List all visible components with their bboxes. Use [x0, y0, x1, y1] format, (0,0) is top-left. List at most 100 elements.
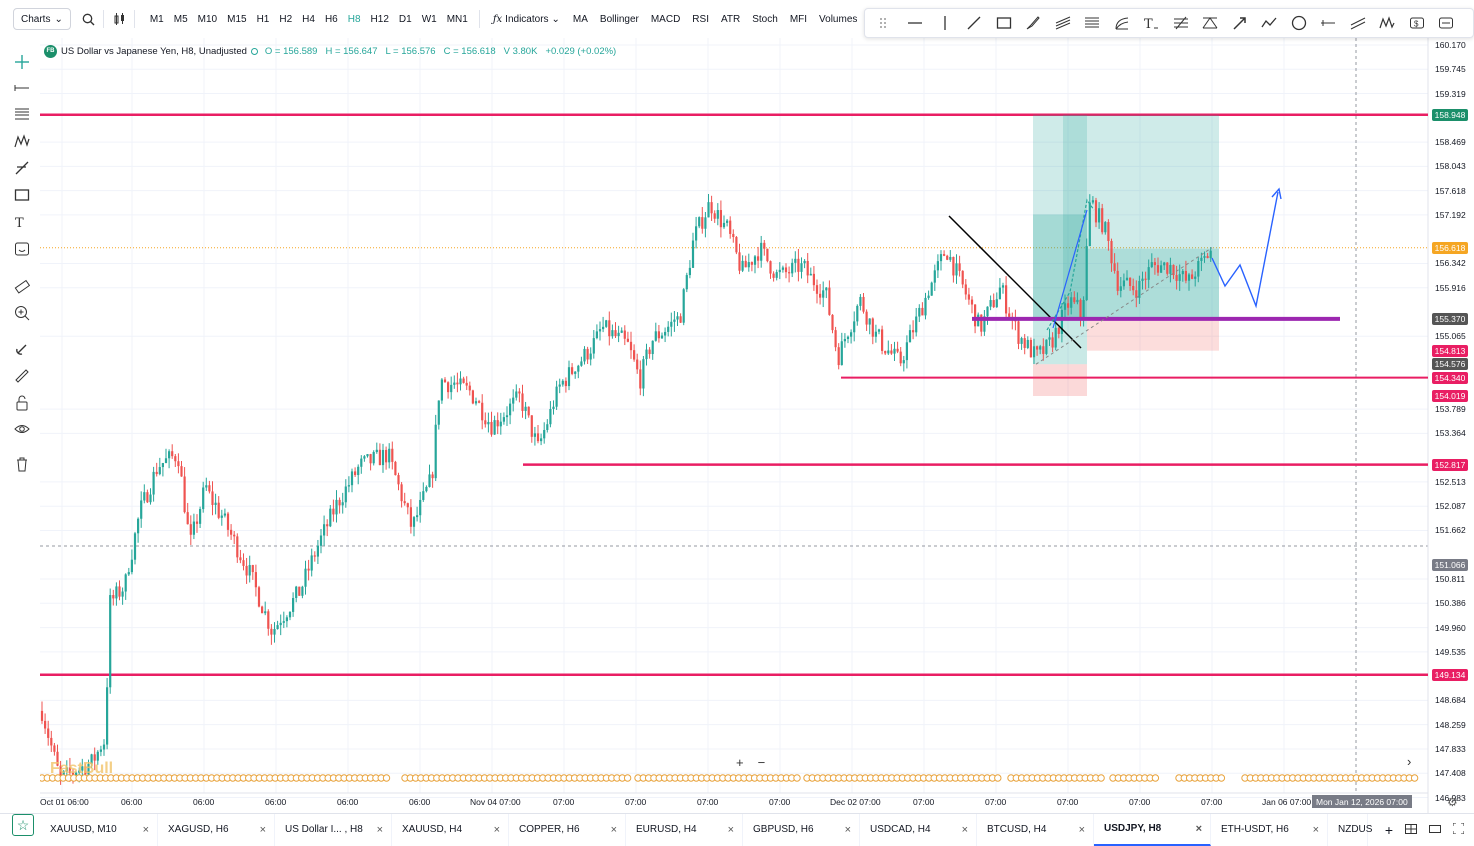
chart-tab[interactable]: XAGUSD, H6 ×	[158, 813, 275, 846]
close-tab-icon[interactable]: ×	[844, 823, 851, 836]
close-tab-icon[interactable]: ×	[727, 823, 734, 836]
fib-retracement-icon[interactable]	[12, 104, 32, 124]
timeframe-mn1[interactable]: MN1	[446, 13, 468, 25]
price-label-icon[interactable]: $	[1402, 9, 1432, 37]
split-view-icon[interactable]	[1405, 821, 1417, 839]
long-position-target-zone[interactable]	[1033, 114, 1219, 319]
rectangle-icon[interactable]	[12, 185, 32, 205]
emoji-icon[interactable]	[12, 239, 32, 259]
chart-tab[interactable]: USDJPY, H8 ×	[1094, 813, 1211, 846]
trash-icon[interactable]	[12, 454, 32, 474]
timeframe-m1[interactable]: M1	[149, 13, 164, 25]
economic-event-marker[interactable]	[1097, 774, 1105, 782]
trend-line-icon[interactable]	[960, 9, 990, 37]
ray-icon[interactable]	[1314, 9, 1344, 37]
ruler-icon[interactable]	[12, 277, 32, 297]
timeframe-h2[interactable]: H2	[279, 13, 293, 25]
timeframe-w1[interactable]: W1	[421, 13, 437, 25]
indicator-volumes[interactable]: Volumes	[819, 13, 858, 25]
close-tab-icon[interactable]: ×	[1195, 822, 1202, 835]
timeframe-h12[interactable]: H12	[370, 13, 389, 25]
text-icon[interactable]: T	[1137, 9, 1167, 37]
chart-tab[interactable]: EURUSD, H4 ×	[626, 813, 743, 846]
date-range-icon[interactable]	[1432, 9, 1462, 37]
zoom-in-button[interactable]: +	[736, 755, 744, 770]
indicator-bollinger[interactable]: Bollinger	[599, 13, 639, 25]
fib-fan-icon[interactable]	[1107, 9, 1137, 37]
indicator-stoch[interactable]: Stoch	[752, 13, 778, 25]
lock-icon[interactable]	[12, 393, 32, 413]
horizontal-ray-icon[interactable]	[12, 78, 32, 98]
indicator-mfi[interactable]: MFI	[789, 13, 808, 25]
close-tab-icon[interactable]: ×	[1078, 823, 1085, 836]
close-tab-icon[interactable]: ×	[259, 823, 266, 836]
economic-event-marker[interactable]	[1217, 774, 1226, 782]
indicator-ma[interactable]: MA	[572, 13, 588, 25]
scroll-right-button[interactable]: ›	[1407, 754, 1412, 769]
close-tab-icon[interactable]: ×	[961, 823, 968, 836]
chart-tab[interactable]: BTCUSD, H4 ×	[977, 813, 1094, 846]
parallel-lines-icon[interactable]	[1343, 9, 1373, 37]
path-icon[interactable]	[1255, 9, 1285, 37]
timeframe-m10[interactable]: M10	[197, 13, 218, 25]
close-tab-icon[interactable]: ×	[610, 823, 617, 836]
indicator-rsi[interactable]: RSI	[692, 13, 709, 25]
vertical-line-icon[interactable]	[930, 9, 960, 37]
chart-tab[interactable]: XAUUSD, H4 ×	[392, 813, 509, 846]
chart-tab[interactable]: COPPER, H6 ×	[509, 813, 626, 846]
close-tab-icon[interactable]: ×	[493, 823, 500, 836]
grip-icon[interactable]	[871, 9, 901, 37]
economic-event-marker[interactable]	[1151, 774, 1160, 782]
trend-line[interactable]	[948, 215, 1082, 349]
window-icon[interactable]	[1429, 821, 1441, 839]
chart-tab[interactable]: XAUUSD, M10 ×	[40, 813, 158, 846]
timeframe-m5[interactable]: M5	[173, 13, 188, 25]
lock-drawing-icon[interactable]	[12, 365, 32, 385]
chart-canvas[interactable]	[0, 0, 1474, 813]
chart-tab[interactable]: NZDUS	[1328, 813, 1372, 846]
rectangle-icon[interactable]	[989, 9, 1019, 37]
indicator-macd[interactable]: MACD	[650, 13, 681, 25]
timeframe-h1[interactable]: H1	[256, 13, 270, 25]
charts-menu-button[interactable]: Charts ⌄	[13, 8, 71, 30]
chart-tab[interactable]: US Dollar I... , H8 ×	[275, 813, 392, 846]
economic-event-marker[interactable]	[793, 774, 801, 782]
fib-icon[interactable]	[1078, 9, 1108, 37]
short-position-stop-zone[interactable]	[1033, 364, 1087, 396]
pen-icon[interactable]	[12, 158, 32, 178]
horizontal-line-icon[interactable]	[901, 9, 931, 37]
chart-tab[interactable]: GBPUSD, H6 ×	[743, 813, 860, 846]
close-tab-icon[interactable]: ×	[376, 823, 383, 836]
pitchfork-icon[interactable]	[1196, 9, 1226, 37]
search-icon[interactable]	[81, 11, 97, 27]
parallel-channel-icon[interactable]	[1048, 9, 1078, 37]
brush-icon[interactable]	[1019, 9, 1049, 37]
timeframe-h6[interactable]: H6	[324, 13, 338, 25]
close-tab-icon[interactable]: ×	[1312, 823, 1319, 836]
indicators-button[interactable]: ƒx Indicators ⌄	[493, 14, 560, 25]
economic-event-marker[interactable]	[1410, 774, 1419, 782]
zigzag-icon[interactable]	[1373, 9, 1403, 37]
timeframe-d1[interactable]: D1	[398, 13, 412, 25]
circle-icon[interactable]	[1284, 9, 1314, 37]
crosshair-icon[interactable]	[12, 52, 32, 72]
close-tab-icon[interactable]: ×	[142, 823, 149, 836]
text-icon[interactable]: T	[12, 212, 32, 232]
gear-icon[interactable]: ⚙	[1447, 795, 1458, 809]
gann-icon[interactable]	[1166, 9, 1196, 37]
timeframe-h8[interactable]: H8	[347, 13, 361, 25]
chart-tab[interactable]: ETH-USDT, H6 ×	[1211, 813, 1328, 846]
arrow-icon[interactable]	[1225, 9, 1255, 37]
timeframe-h4[interactable]: H4	[302, 13, 315, 25]
chart-title[interactable]: US Dollar vs Japanese Yen, H8, Unadjuste…	[61, 45, 247, 57]
economic-event-marker[interactable]	[623, 774, 632, 782]
indicator-atr[interactable]: ATR	[720, 13, 741, 25]
zoom-out-button[interactable]: −	[757, 755, 766, 770]
magnet-icon[interactable]	[12, 339, 32, 359]
add-tab-icon[interactable]: +	[1384, 821, 1393, 838]
fullscreen-icon[interactable]	[1452, 821, 1465, 839]
timeframe-m15[interactable]: M15	[227, 13, 247, 25]
candle-type-icon[interactable]	[112, 11, 128, 27]
long-position-stop-zone[interactable]	[1087, 318, 1219, 351]
favorites-star-icon[interactable]: ☆	[12, 814, 34, 836]
